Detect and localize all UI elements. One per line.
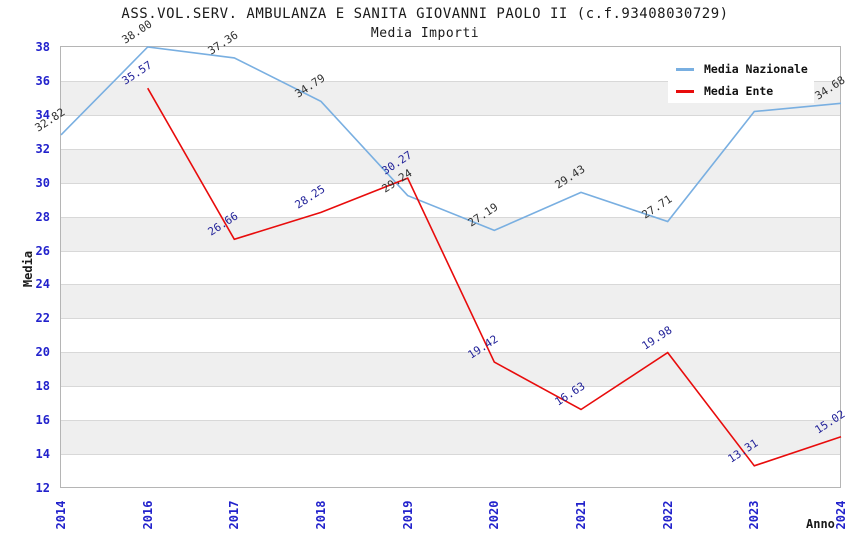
x-tick-label: 2016 [140,500,155,530]
plot-stripe [61,216,840,251]
legend-swatch-red-line-icon [676,89,694,93]
gridline [61,386,840,388]
legend-swatch-blue-line-icon [676,67,694,71]
y-tick-label: 16 [35,413,50,428]
chart-subtitle: Media Importi [370,26,480,41]
plot-stripe [61,182,840,217]
gridline [61,420,840,422]
y-tick-label: 22 [35,311,50,326]
legend-item-media-nazionale: Media Nazionale [676,62,814,76]
gridline [61,318,840,320]
x-tick-label: 2022 [660,500,675,530]
x-tick-label: 2024 [834,500,848,530]
y-tick-label: 14 [35,447,50,462]
y-tick-label: 26 [35,243,50,258]
plot-stripe [61,318,840,353]
x-tick-label: 2017 [227,500,242,530]
y-tick-label: 24 [35,277,50,292]
y-tick-label: 32 [35,141,50,156]
y-tick-label: 28 [35,209,50,224]
plot-stripe [61,148,840,183]
plot-area [60,46,841,488]
x-tick-label: 2023 [747,500,762,530]
gridline [61,148,840,150]
x-axis-title: Anno [806,517,835,531]
plot-stripe [61,284,840,319]
legend: Media Nazionale Media Ente [668,57,814,103]
legend-label-media-nazionale: Media Nazionale [704,62,808,76]
plot-stripe [61,114,840,149]
gridline [61,216,840,218]
gridline [61,352,840,354]
gridline [61,182,840,184]
y-tick-label: 34 [35,107,50,122]
legend-label-media-ente: Media Ente [704,84,774,98]
y-axis-title: Media [21,250,35,288]
x-tick-label: 2018 [314,500,328,530]
gridline [61,250,840,252]
y-tick-label: 20 [35,345,50,360]
plot-stripe [61,250,840,285]
y-tick-label: 38 [35,40,50,54]
plot-stripe [61,352,840,387]
gridline [61,454,840,456]
y-tick-label: 36 [35,73,50,88]
plot-stripe [61,420,840,455]
plot-stripe [61,454,840,487]
y-tick-label: 18 [35,379,50,394]
y-tick-label: 12 [35,481,50,495]
x-tick-label: 2020 [487,500,502,530]
x-tick-label: 2019 [400,500,415,530]
x-tick-label: 2014 [54,500,68,530]
y-tick-label: 30 [35,175,50,190]
x-tick-label: 2021 [574,500,588,530]
plot-stripe [61,386,840,421]
gridline [61,114,840,116]
legend-item-media-ente: Media Ente [676,84,814,98]
chart-title: ASS.VOL.SERV. AMBULANZA E SANITA GIOVANN… [121,6,729,22]
gridline [61,284,840,286]
